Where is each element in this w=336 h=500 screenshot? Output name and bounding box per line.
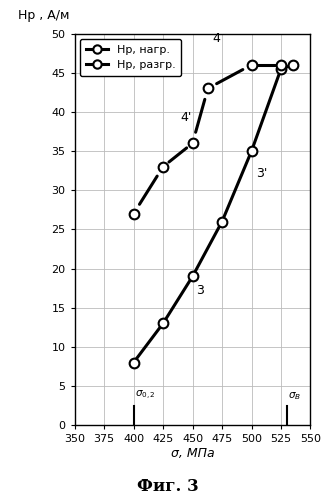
Нр, разгр.	[206, 86, 210, 91]
Нр, разгр.	[250, 62, 254, 68]
X-axis label: σ, МПа: σ, МПа	[171, 447, 214, 460]
Нр, нагр.	[161, 320, 165, 326]
Нр, нагр.	[220, 218, 224, 224]
Text: $\sigma_{0,2}$: $\sigma_{0,2}$	[135, 388, 156, 402]
Нр, нагр.	[291, 62, 295, 68]
Нр, нагр.	[191, 274, 195, 280]
Нр, нагр.	[279, 66, 283, 72]
Нр, разгр.	[279, 62, 283, 68]
Text: 4: 4	[213, 32, 220, 46]
Нр, нагр.	[132, 360, 136, 366]
Нр, нагр.	[250, 148, 254, 154]
Text: $\sigma_B$: $\sigma_B$	[288, 390, 301, 402]
Legend: Нр, нагр., Нр, разгр.: Нр, нагр., Нр, разгр.	[80, 39, 181, 76]
Нр, разгр.	[191, 140, 195, 146]
Line: Нр, разгр.: Нр, разгр.	[129, 60, 286, 218]
Y-axis label: Нр , А/м: Нр , А/м	[18, 9, 70, 22]
Text: Фиг. 3: Фиг. 3	[137, 478, 199, 495]
Нр, разгр.	[132, 210, 136, 216]
Text: 3: 3	[196, 284, 204, 297]
Text: 3': 3'	[256, 166, 267, 179]
Нр, разгр.	[161, 164, 165, 170]
Text: 4': 4'	[181, 110, 192, 124]
Line: Нр, нагр.: Нр, нагр.	[129, 60, 298, 368]
